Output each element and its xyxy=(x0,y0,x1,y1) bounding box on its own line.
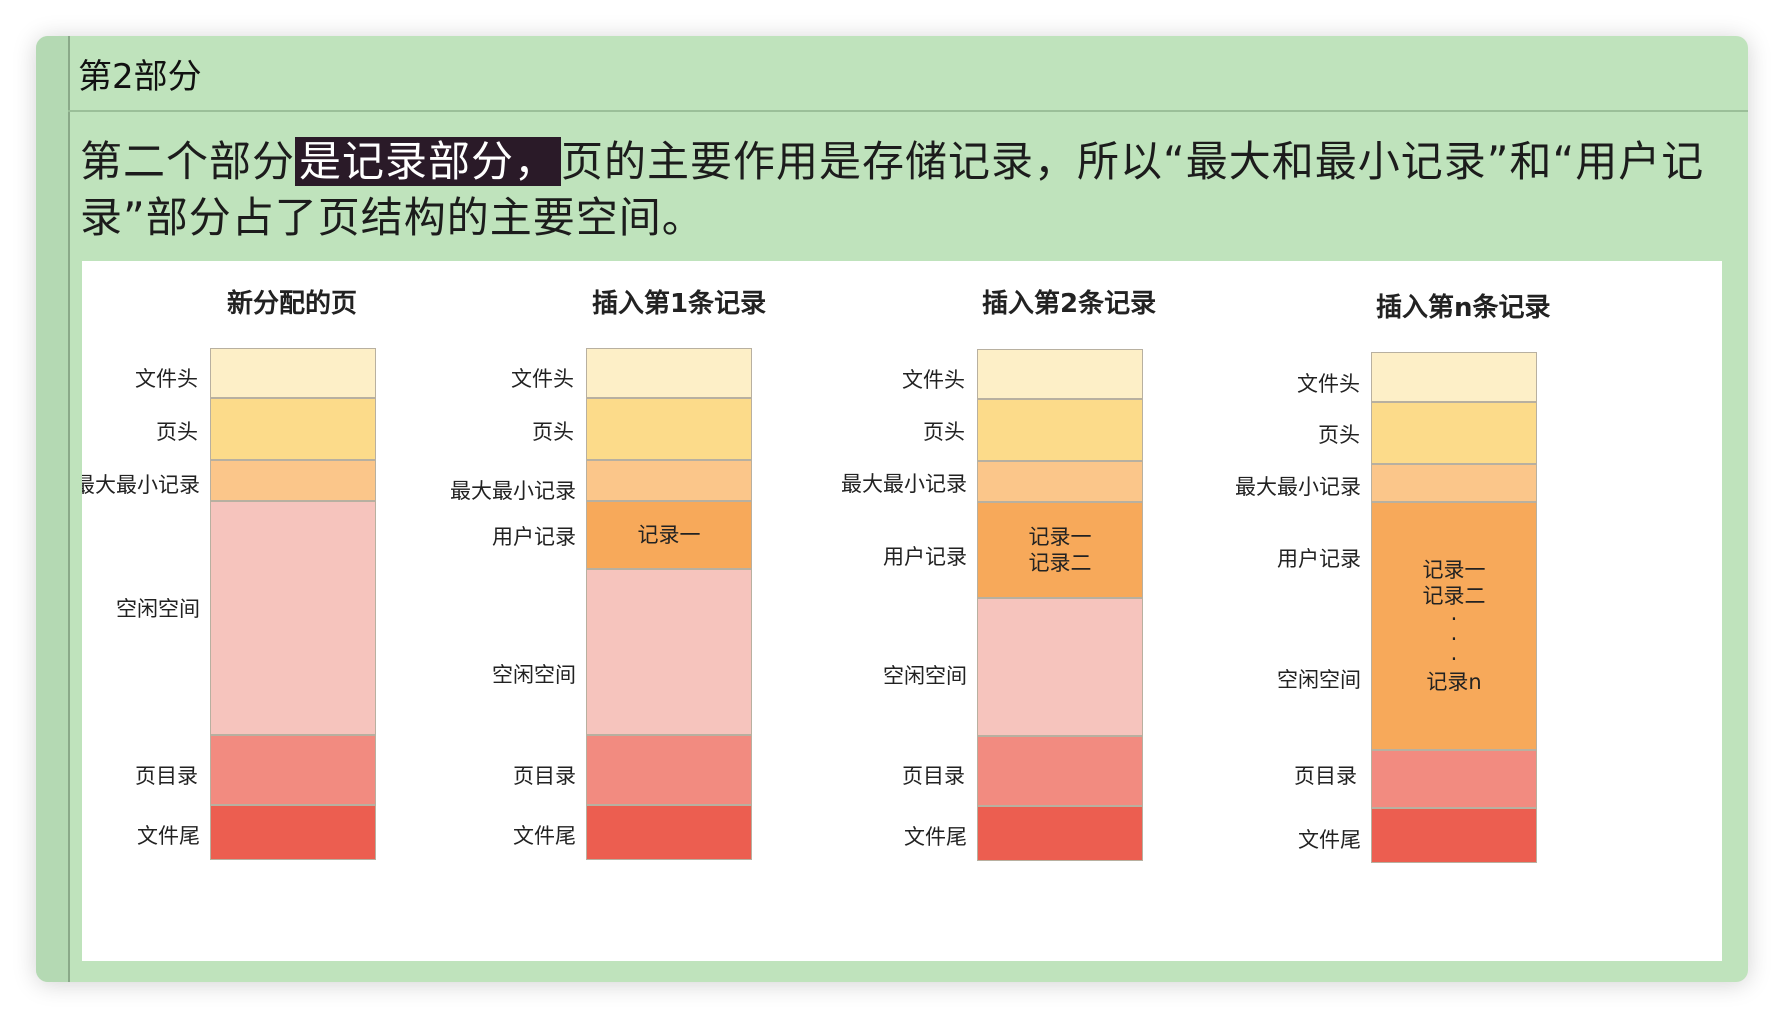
para-highlight: 是记录部分， xyxy=(295,137,562,186)
label-file-header: 文件头 xyxy=(511,367,574,391)
free-space-block xyxy=(586,569,752,735)
file-trailer-block xyxy=(210,805,376,860)
label-page-header: 页头 xyxy=(1318,423,1360,447)
label-file-trailer: 文件尾 xyxy=(137,824,200,848)
label-file-header: 文件头 xyxy=(135,367,198,391)
ellipsis-dot: · xyxy=(1450,647,1458,671)
record-item: 记录一 xyxy=(1028,525,1092,549)
label-file-trailer: 文件尾 xyxy=(513,824,576,848)
record-item: 记录二 xyxy=(1028,551,1092,575)
infimum-supremum-block xyxy=(210,460,376,501)
label-page-header: 页头 xyxy=(156,420,198,444)
label-free-space: 空闲空间 xyxy=(1277,668,1361,692)
label-page-header: 页头 xyxy=(532,420,574,444)
label-infimum: 最大最小记录 xyxy=(450,479,576,503)
file-trailer-block xyxy=(977,806,1143,861)
column-title: 插入第2条记录 xyxy=(982,289,1157,319)
ellipsis-dot: · xyxy=(1450,627,1458,651)
user-records-block: 记录一 记录二 xyxy=(977,502,1143,598)
label-page-directory: 页目录 xyxy=(902,764,965,788)
page-header-block xyxy=(977,399,1143,461)
label-user-records: 用户记录 xyxy=(492,525,576,549)
infimum-supremum-block xyxy=(586,460,752,501)
page-directory-block xyxy=(977,736,1143,806)
label-page-directory: 页目录 xyxy=(513,764,576,788)
label-infimum: 最大最小记录 xyxy=(841,472,967,496)
record-item: 记录一 xyxy=(637,523,701,547)
page-directory-block xyxy=(1371,750,1537,808)
label-infimum: 最大最小记录 xyxy=(1235,475,1361,499)
label-free-space: 空闲空间 xyxy=(492,663,576,687)
label-page-directory: 页目录 xyxy=(1294,764,1357,788)
free-space-block xyxy=(210,501,376,735)
label-page-directory: 页目录 xyxy=(135,764,198,788)
infimum-supremum-block xyxy=(977,461,1143,502)
section-title: 第2部分 xyxy=(78,56,202,97)
user-records-block: 记录一 记录二 · · · 记录n xyxy=(1371,502,1537,750)
free-space-block xyxy=(977,598,1143,736)
file-header-block xyxy=(977,349,1143,399)
file-header-block xyxy=(1371,352,1537,402)
file-trailer-block xyxy=(1371,808,1537,863)
page-header-block xyxy=(586,398,752,460)
section-header: 第2部分 xyxy=(68,36,1748,112)
infimum-supremum-block xyxy=(1371,464,1537,502)
label-file-header: 文件头 xyxy=(902,368,965,392)
para-after: 页的主要作用是存储记录，所以“最大和最小记录”和“用户记录”部分占了页结构的主要… xyxy=(80,137,1705,242)
file-header-block xyxy=(210,348,376,398)
label-file-header: 文件头 xyxy=(1297,372,1360,396)
description-paragraph: 第二个部分是记录部分，页的主要作用是存储记录，所以“最大和最小记录”和“用户记录… xyxy=(80,134,1730,246)
record-item: 记录二 xyxy=(1422,584,1486,608)
record-item: 记录一 xyxy=(1422,558,1486,582)
label-free-space: 空闲空间 xyxy=(883,664,967,688)
label-file-trailer: 文件尾 xyxy=(904,825,967,849)
page-header-block xyxy=(210,398,376,460)
label-user-records: 用户记录 xyxy=(883,545,967,569)
ellipsis-dot: · xyxy=(1450,607,1458,631)
column-title: 插入第1条记录 xyxy=(592,289,767,319)
label-file-trailer: 文件尾 xyxy=(1298,828,1361,852)
file-header-block xyxy=(586,348,752,398)
record-item: 记录n xyxy=(1426,670,1482,694)
para-before: 第二个部分 xyxy=(80,137,296,186)
column-title: 新分配的页 xyxy=(227,289,358,319)
page-header-block xyxy=(1371,402,1537,464)
label-infimum: 最大最小记录 xyxy=(82,473,200,497)
slide-window: 第2部分 第二个部分是记录部分，页的主要作用是存储记录，所以“最大和最小记录”和… xyxy=(36,36,1748,982)
page-directory-block xyxy=(210,735,376,805)
page-structure-diagram: 新分配的页 文件头 页头 最大最小记录 空闲空间 页目录 文件尾 插入第1条记录… xyxy=(82,261,1722,961)
file-trailer-block xyxy=(586,805,752,860)
left-border xyxy=(36,36,70,982)
label-user-records: 用户记录 xyxy=(1277,547,1361,571)
column-title: 插入第n条记录 xyxy=(1376,293,1551,323)
label-free-space: 空闲空间 xyxy=(116,597,200,621)
user-records-block: 记录一 xyxy=(586,501,752,569)
label-page-header: 页头 xyxy=(923,420,965,444)
page-directory-block xyxy=(586,735,752,805)
